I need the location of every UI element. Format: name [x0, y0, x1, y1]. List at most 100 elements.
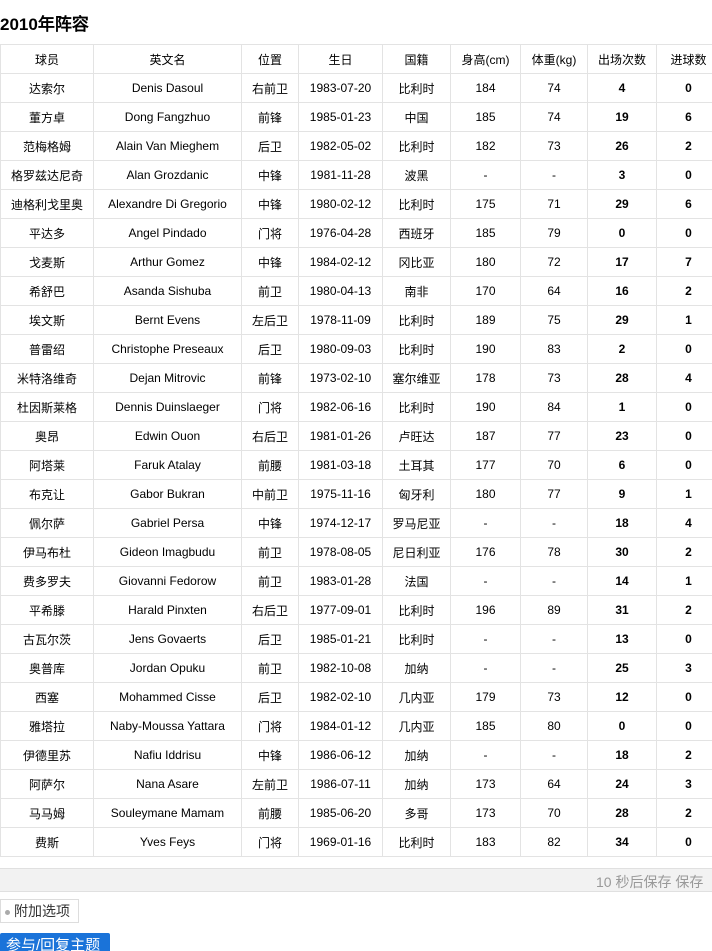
table-cell: 3	[656, 653, 712, 683]
table-cell: 希舒巴	[0, 276, 94, 306]
table-cell: 几内亚	[382, 711, 451, 741]
table-cell: 179	[450, 682, 521, 712]
table-cell: 埃文斯	[0, 305, 94, 335]
table-cell: 匈牙利	[382, 479, 451, 509]
table-row: 董方卓 Dong Fangzhuo 前锋 1985-01-23 中国 185 74 19 6	[0, 102, 712, 132]
table-cell: 173	[450, 769, 521, 799]
table-cell: 0	[656, 73, 712, 103]
table-cell: -	[450, 566, 521, 596]
table-cell: 183	[450, 827, 521, 857]
column-header: 英文名	[93, 44, 242, 74]
table-cell: 前锋	[241, 102, 299, 132]
table-cell: 0	[656, 334, 712, 364]
table-cell: 1	[656, 479, 712, 509]
table-cell: 尼日利亚	[382, 537, 451, 567]
table-cell: Mohammed Cisse	[93, 682, 242, 712]
table-cell: 18	[587, 508, 657, 538]
table-cell: 后卫	[241, 131, 299, 161]
table-cell: 戈麦斯	[0, 247, 94, 277]
table-cell: 伊马布杜	[0, 537, 94, 567]
table-cell: 0	[656, 392, 712, 422]
table-cell: 前卫	[241, 276, 299, 306]
table-cell: 2	[656, 740, 712, 770]
table-cell: 177	[450, 450, 521, 480]
table-row: 雅塔拉 Naby-Moussa Yattara 门将 1984-01-12 几内亚 185…	[0, 711, 712, 741]
table-cell: 0	[656, 827, 712, 857]
table-row: 佩尔萨 Gabriel Persa 中锋 1974-12-17 罗马尼亚 - -18 4	[0, 508, 712, 538]
table-cell: 78	[520, 537, 588, 567]
table-cell: 格罗兹达尼奇	[0, 160, 94, 190]
table-cell: 比利时	[382, 392, 451, 422]
table-cell: 12	[587, 682, 657, 712]
table-cell: Alexandre Di Gregorio	[93, 189, 242, 219]
table-cell: Faruk Atalay	[93, 450, 242, 480]
table-row: 平希滕 Harald Pinxten 右后卫 1977-09-01 比利时 196 89 31…	[0, 595, 712, 625]
table-cell: Nana Asare	[93, 769, 242, 799]
table-row: 戈麦斯 Arthur Gomez 中锋 1984-02-12 冈比亚 180 72 17 7	[0, 247, 712, 277]
table-cell: 180	[450, 479, 521, 509]
table-cell: 前腰	[241, 798, 299, 828]
table-cell: 比利时	[382, 189, 451, 219]
table-cell: 几内亚	[382, 682, 451, 712]
table-cell: 34	[587, 827, 657, 857]
table-row: 奥昂 Edwin Ouon 右后卫 1981-01-26 卢旺达 187 77 23 0	[0, 421, 712, 451]
table-cell: 178	[450, 363, 521, 393]
extra-options-button[interactable]: 附加选项	[0, 899, 79, 923]
table-cell: 比利时	[382, 305, 451, 335]
table-row: 古瓦尔茨 Jens Govaerts 后卫 1985-01-21 比利时 - -13 0	[0, 624, 712, 654]
table-cell: 门将	[241, 711, 299, 741]
table-cell: 1985-01-21	[298, 624, 383, 654]
table-cell: 24	[587, 769, 657, 799]
table-row: 伊马布杜 Gideon Imagbudu 前卫 1978-08-05 尼日利亚 176 78…	[0, 537, 712, 567]
table-cell: 0	[587, 711, 657, 741]
table-cell: 0	[587, 218, 657, 248]
table-cell: 奥昂	[0, 421, 94, 451]
table-body: 达索尔 Denis Dasoul 右前卫 1983-07-20 比利时 184 74 4 0 董方…	[0, 73, 712, 857]
table-cell: 左前卫	[241, 769, 299, 799]
table-cell: 6	[587, 450, 657, 480]
table-cell: 冈比亚	[382, 247, 451, 277]
table-cell: 1982-10-08	[298, 653, 383, 683]
table-cell: 费多罗夫	[0, 566, 94, 596]
table-cell: -	[450, 653, 521, 683]
table-row: 阿萨尔 Nana Asare 左前卫 1986-07-11 加纳 173 64 24 3	[0, 769, 712, 799]
table-cell: 25	[587, 653, 657, 683]
table-cell: 2	[587, 334, 657, 364]
table-cell: 迪格利戈里奥	[0, 189, 94, 219]
table-cell: 74	[520, 73, 588, 103]
table-cell: 前腰	[241, 450, 299, 480]
table-cell: 费斯	[0, 827, 94, 857]
table-cell: 74	[520, 102, 588, 132]
table-cell: 73	[520, 131, 588, 161]
table-cell: 达索尔	[0, 73, 94, 103]
table-cell: Dennis Duinslaeger	[93, 392, 242, 422]
table-cell: 0	[656, 421, 712, 451]
table-cell: 3	[656, 769, 712, 799]
table-cell: 13	[587, 624, 657, 654]
table-cell: 2	[656, 131, 712, 161]
table-row: 费多罗夫 Giovanni Fedorow 前卫 1983-01-28 法国 - -14 1	[0, 566, 712, 596]
table-cell: 185	[450, 711, 521, 741]
table-cell: 1982-05-02	[298, 131, 383, 161]
table-cell: 14	[587, 566, 657, 596]
table-cell: Alain Van Mieghem	[93, 131, 242, 161]
table-cell: Christophe Preseaux	[93, 334, 242, 364]
column-header: 体重(kg)	[520, 44, 588, 74]
table-cell: 1977-09-01	[298, 595, 383, 625]
reply-button[interactable]: 参与/回复主题	[0, 933, 111, 951]
table-row: 奥普库 Jordan Opuku 前卫 1982-10-08 加纳 - -25 3	[0, 653, 712, 683]
table-cell: 加纳	[382, 740, 451, 770]
table-row: 伊德里苏 Nafiu Iddrisu 中锋 1986-06-12 加纳 - -18 2	[0, 740, 712, 770]
table-row: 米特洛维奇 Dejan Mitrovic 前锋 1973-02-10 塞尔维亚 178 73…	[0, 363, 712, 393]
column-header: 进球数	[656, 44, 712, 74]
table-cell: 0	[656, 624, 712, 654]
table-cell: 中锋	[241, 247, 299, 277]
table-cell: Giovanni Fedorow	[93, 566, 242, 596]
table-cell: 加纳	[382, 769, 451, 799]
table-cell: 16	[587, 276, 657, 306]
table-cell: 64	[520, 276, 588, 306]
table-row: 马马姆 Souleymane Mamam 前腰 1985-06-20 多哥 173 70 28…	[0, 798, 712, 828]
table-cell: 82	[520, 827, 588, 857]
table-cell: 中锋	[241, 160, 299, 190]
table-cell: 波黑	[382, 160, 451, 190]
